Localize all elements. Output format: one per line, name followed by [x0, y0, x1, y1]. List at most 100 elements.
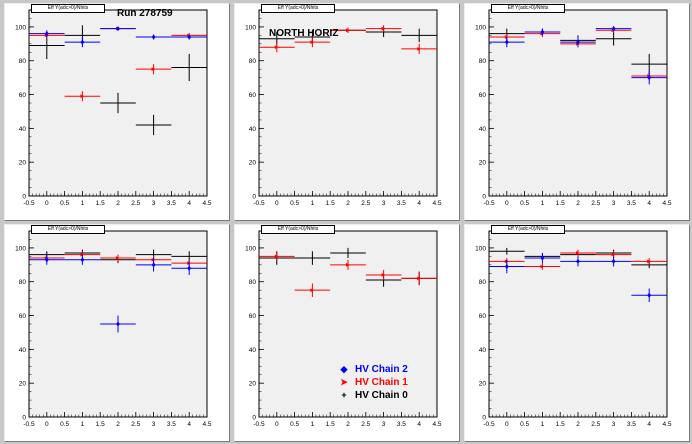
x-tick-label: 1.5 — [326, 421, 335, 428]
x-tick-label: 1 — [311, 200, 315, 207]
data-point — [401, 43, 437, 54]
data-point — [631, 288, 667, 303]
x-tick-label: 3 — [382, 421, 386, 428]
x-tick-label: 0 — [275, 421, 279, 428]
data-point — [64, 37, 101, 48]
x-tick-label: 4.5 — [432, 421, 441, 428]
x-tick-label: -0.5 — [253, 421, 265, 428]
pad-title: Eff Y(adc>0)/Nhits — [261, 4, 335, 13]
y-tick-label: 20 — [479, 381, 487, 388]
triangle-marker-icon: ➤ — [340, 377, 348, 387]
y-tick-label: 80 — [19, 279, 27, 286]
diamond-marker — [576, 39, 580, 45]
data-point — [595, 256, 632, 267]
x-tick-label: 1 — [311, 421, 315, 428]
data-point — [135, 258, 172, 272]
data-point — [171, 34, 207, 40]
x-tick-label: 2 — [116, 200, 120, 207]
data-point — [489, 37, 525, 48]
diamond-marker — [576, 258, 580, 264]
x-tick-label: 4 — [187, 200, 191, 207]
pad-title: Eff Y(adc>0)/Nhits — [261, 225, 335, 234]
data-point — [100, 92, 136, 114]
x-tick-label: 4.5 — [202, 200, 211, 207]
legend-entry-chain0: + HV Chain 0 — [337, 389, 408, 402]
data-point — [365, 269, 402, 281]
x-tick-label: 4.5 — [662, 200, 671, 207]
x-tick-label: 0 — [45, 421, 49, 428]
x-tick-label: 3.5 — [397, 421, 406, 428]
x-tick-label: 0.5 — [520, 200, 529, 207]
y-tick-label: 0 — [482, 194, 486, 201]
triangle-marker — [116, 256, 120, 260]
x-tick-label: 4.5 — [202, 421, 211, 428]
triangle-marker — [151, 67, 156, 71]
data-point — [401, 271, 437, 286]
data-point — [135, 114, 172, 136]
triangle-marker — [274, 254, 279, 259]
x-tick-label: 0 — [275, 200, 279, 207]
pad-2: -0.5 0 0.5 1 1.5 2 2.5 3 3.5 4 4.5 0 20 40 60 80 100 Eff… — [234, 3, 460, 221]
y-tick-label: 100 — [15, 245, 26, 252]
data-point — [524, 252, 561, 264]
y-tick-label: 0 — [482, 415, 486, 422]
triangle-marker — [381, 273, 386, 277]
y-tick-label: 40 — [19, 126, 27, 133]
diamond-marker — [80, 39, 85, 45]
y-tick-label: 60 — [479, 313, 487, 320]
x-tick-label: 3 — [382, 200, 386, 207]
y-tick-label: 0 — [252, 415, 256, 422]
y-tick-label: 20 — [19, 160, 27, 167]
x-tick-label: 2 — [116, 421, 120, 428]
x-tick-label: 0.5 — [60, 421, 69, 428]
y-tick-label: 40 — [479, 126, 487, 133]
diamond-marker — [187, 265, 192, 271]
x-tick-label: 3.5 — [627, 421, 636, 428]
pad-3: -0.5 0 0.5 1 1.5 2 2.5 3 3.5 4 4.5 0 20 40 60 80 100 Eff… — [464, 3, 690, 221]
y-tick-label: 100 — [475, 24, 486, 31]
x-tick-label: 4.5 — [432, 200, 441, 207]
y-tick-label: 60 — [19, 313, 27, 320]
legend-label: HV Chain 1 — [355, 377, 408, 388]
legend-label: HV Chain 0 — [355, 390, 408, 401]
x-tick-label: 1.5 — [556, 421, 565, 428]
x-tick-label: 3 — [152, 421, 156, 428]
y-tick-label: 0 — [22, 415, 26, 422]
x-tick-label: 1 — [541, 421, 545, 428]
data-point — [631, 70, 667, 85]
y-tick-label: 40 — [19, 347, 27, 354]
triangle-marker — [611, 252, 616, 257]
y-tick-label: 60 — [19, 92, 27, 99]
diamond-marker — [504, 39, 509, 45]
data-point — [489, 259, 525, 274]
triangle-marker — [540, 264, 545, 269]
x-tick-label: -0.5 — [483, 421, 495, 428]
x-tick-label: 2 — [346, 421, 350, 428]
y-tick-label: 100 — [245, 24, 256, 31]
data-point — [330, 259, 366, 270]
diamond-marker — [151, 34, 156, 40]
x-tick-label: 3.5 — [167, 200, 176, 207]
diamond-marker — [80, 257, 85, 263]
data-point — [100, 254, 136, 262]
data-point — [330, 27, 366, 33]
x-tick-label: 3 — [612, 421, 616, 428]
data-point — [171, 261, 207, 275]
diamond-marker-icon: ◆ — [340, 364, 348, 374]
diamond-marker — [187, 34, 192, 40]
x-tick-label: 1.5 — [96, 200, 105, 207]
x-tick-label: 0 — [45, 200, 49, 207]
data-point — [100, 26, 136, 32]
y-tick-label: 0 — [252, 194, 256, 201]
data-point — [401, 28, 437, 43]
triangle-marker — [346, 263, 350, 267]
triangle-marker — [417, 47, 422, 51]
diamond-marker — [116, 321, 120, 327]
y-tick-label: 40 — [249, 347, 257, 354]
y-tick-label: 20 — [249, 381, 257, 388]
x-tick-label: 4 — [417, 200, 421, 207]
